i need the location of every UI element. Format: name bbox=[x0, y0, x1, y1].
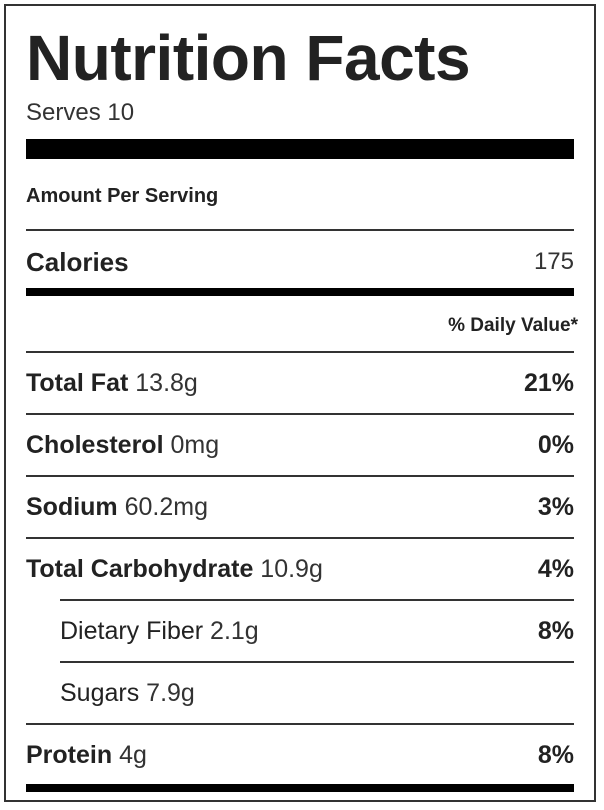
thick-divider bbox=[26, 139, 574, 159]
divider bbox=[26, 475, 574, 477]
divider bbox=[26, 537, 574, 539]
nutrient-name: Total Carbohydrate bbox=[26, 555, 254, 583]
nutrient-dv: 0% bbox=[537, 431, 574, 459]
nutrient-amount: 7.9g bbox=[146, 679, 195, 707]
nutrient-amount: 10.9g bbox=[260, 555, 323, 583]
nutrient-dv: 4% bbox=[537, 555, 574, 583]
nutrient-row-total-carbohydrate: Total Carbohydrate 10.9g 4% bbox=[26, 552, 574, 586]
nutrient-row-sodium: Sodium 60.2mg 3% bbox=[26, 490, 574, 524]
nutrient-row-total-fat: Total Fat 13.8g 21% bbox=[26, 366, 574, 400]
amount-per-serving: Amount Per Serving bbox=[26, 185, 219, 207]
divider bbox=[26, 723, 574, 725]
divider bbox=[60, 599, 574, 601]
divider bbox=[60, 661, 574, 663]
calories-label: Calories bbox=[26, 247, 129, 277]
bottom-divider bbox=[26, 784, 574, 792]
nutrition-label bbox=[4, 4, 596, 802]
nutrient-name: Dietary Fiber bbox=[60, 617, 204, 645]
nutrient-name: Protein bbox=[26, 741, 113, 769]
nutrient-dv: 21% bbox=[523, 369, 574, 397]
nutrient-amount: 4g bbox=[119, 741, 147, 769]
medium-divider bbox=[26, 288, 574, 296]
nutrient-amount: 2.1g bbox=[210, 617, 259, 645]
nutrient-amount: 0mg bbox=[170, 431, 220, 459]
daily-value-header: % Daily Value* bbox=[448, 315, 578, 336]
calories-value: 175 bbox=[533, 248, 574, 275]
nutrient-row-protein: Protein 4g 8% bbox=[26, 738, 574, 772]
nutrient-name: Total Fat bbox=[26, 369, 129, 397]
divider bbox=[26, 229, 574, 231]
nutrient-name: Cholesterol bbox=[26, 431, 164, 459]
nutrient-amount: 13.8g bbox=[135, 369, 198, 397]
nutrient-row-dietary-fiber: Dietary Fiber 2.1g 8% bbox=[60, 614, 574, 648]
calories-row: Calories 175 bbox=[26, 246, 574, 278]
nutrient-dv: 3% bbox=[537, 493, 574, 521]
serves-text: Serves 10 bbox=[26, 99, 135, 126]
nutrient-dv: 8% bbox=[537, 741, 574, 769]
nutrient-row-sugars: Sugars 7.9g bbox=[60, 676, 574, 710]
nutrient-dv: 8% bbox=[537, 617, 574, 645]
nutrient-name: Sodium bbox=[26, 493, 118, 521]
nutrient-row-cholesterol: Cholesterol 0mg 0% bbox=[26, 428, 574, 462]
nutrient-amount: 60.2mg bbox=[124, 493, 209, 521]
divider bbox=[26, 351, 574, 353]
label-title: Nutrition Facts bbox=[26, 22, 471, 94]
nutrient-name: Sugars bbox=[60, 679, 140, 707]
divider bbox=[26, 413, 574, 415]
